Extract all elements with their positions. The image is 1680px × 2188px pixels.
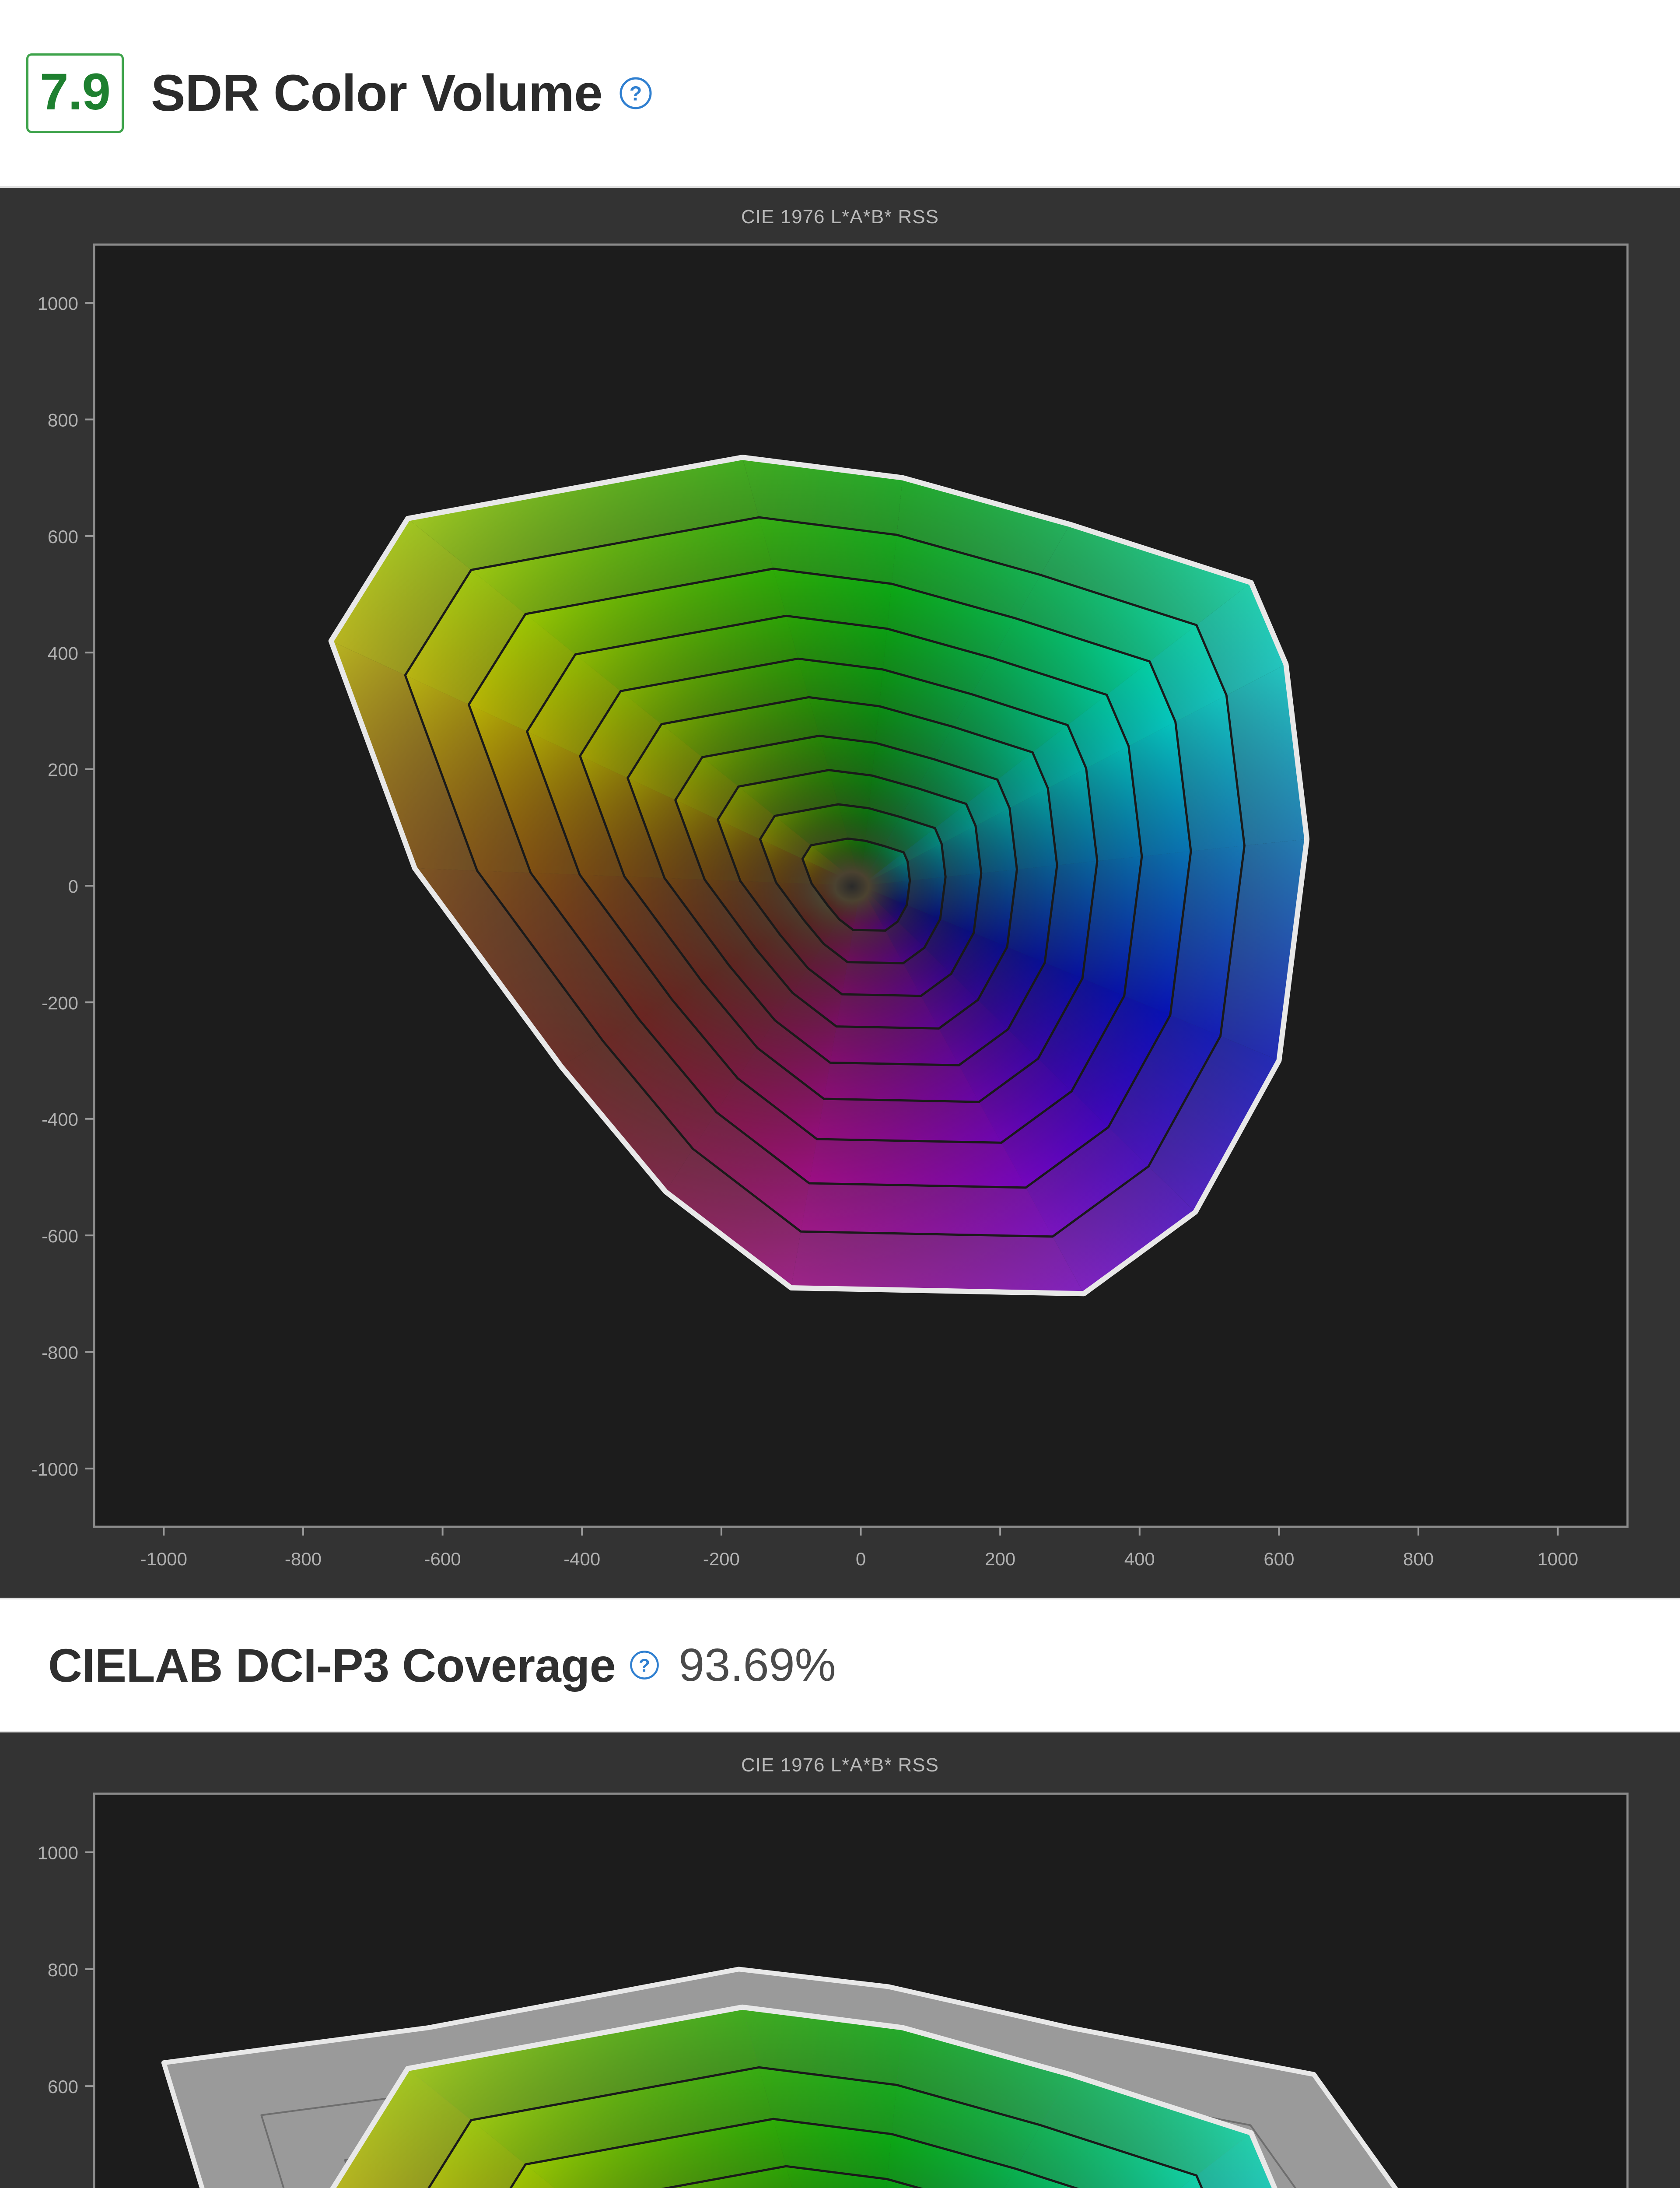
svg-text:800: 800 <box>48 1960 78 1980</box>
svg-text:-1000: -1000 <box>32 1459 78 1480</box>
svg-text:600: 600 <box>1264 1549 1294 1569</box>
chart-title-1: CIE 1976 L*A*B* RSS <box>741 206 939 228</box>
coverage-label: CIELAB DCI-P3 Coverage <box>48 1638 616 1692</box>
chart-title-2: CIE 1976 L*A*B* RSS <box>741 1754 939 1776</box>
svg-text:400: 400 <box>1124 1549 1155 1569</box>
svg-text:-400: -400 <box>42 1109 78 1130</box>
svg-text:-600: -600 <box>424 1549 461 1569</box>
coverage-row-dci-p3: CIELAB DCI-P3 Coverage ? 93.69% <box>0 1599 1680 1731</box>
svg-text:1000: 1000 <box>38 1843 78 1863</box>
help-circle-icon[interactable]: ? <box>618 76 653 111</box>
color-volume-chart-2: CIE 1976 L*A*B* RSS -1000-800-600-400-20… <box>0 1731 1680 2188</box>
svg-text:400: 400 <box>48 643 78 663</box>
svg-text:800: 800 <box>48 410 78 431</box>
svg-text:200: 200 <box>48 760 78 780</box>
svg-text:1000: 1000 <box>38 293 78 314</box>
svg-text:1000: 1000 <box>1537 1549 1578 1569</box>
svg-text:600: 600 <box>48 526 78 547</box>
svg-text:?: ? <box>630 82 642 105</box>
plot-area-2[interactable]: -1000-800-600-400-2000200400600800100010… <box>0 1732 1680 2188</box>
page-title: SDR Color Volume <box>151 64 603 122</box>
section-header: 7.9 SDR Color Volume ? <box>0 0 1680 186</box>
help-circle-icon[interactable]: ? <box>629 1649 660 1681</box>
coverage-value: 93.69% <box>679 1639 836 1691</box>
svg-text:-200: -200 <box>42 992 78 1013</box>
svg-text:-800: -800 <box>285 1549 322 1569</box>
color-volume-chart-1: CIE 1976 L*A*B* RSS -1000 -800 -600 -400 -20… <box>0 186 1680 1599</box>
svg-text:-1000: -1000 <box>140 1549 187 1569</box>
svg-text:800: 800 <box>1403 1549 1434 1569</box>
svg-text:200: 200 <box>985 1549 1015 1569</box>
svg-text:?: ? <box>639 1655 650 1676</box>
svg-text:0: 0 <box>68 876 78 897</box>
svg-text:-200: -200 <box>703 1549 740 1569</box>
score-badge: 7.9 <box>26 53 124 133</box>
svg-text:-600: -600 <box>42 1226 78 1246</box>
plot-area-1[interactable]: -1000 -800 -600 -400 -200 0 200 400 600 800 1000 10… <box>0 188 1680 1601</box>
svg-text:-400: -400 <box>564 1549 600 1569</box>
svg-text:-800: -800 <box>42 1342 78 1363</box>
svg-text:0: 0 <box>856 1549 866 1569</box>
svg-text:600: 600 <box>48 2076 78 2097</box>
